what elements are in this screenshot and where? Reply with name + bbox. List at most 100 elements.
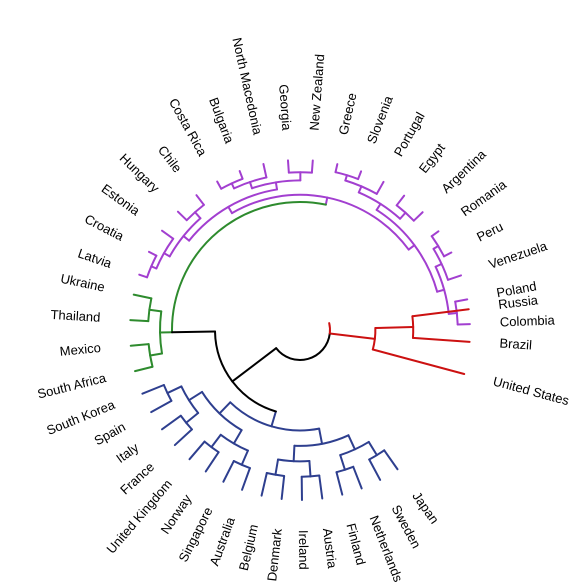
leaf-label-mexico: Mexico: [59, 340, 101, 359]
cluster-green-clade-stem: [149, 352, 163, 357]
cluster-green-leaf-branch: [129, 319, 150, 323]
cluster-red-leaf-branch: [411, 308, 470, 318]
cluster-purple-clade-arc: [188, 188, 279, 242]
cluster-purple-clade-arc: [375, 208, 439, 293]
cluster-blue-clade-stem: [232, 429, 243, 445]
cluster-purple-leaf-branch: [138, 273, 149, 279]
cluster-purple-clade-stem: [248, 181, 254, 190]
cluster-blue-clade-stem: [318, 427, 324, 445]
cluster-blue-leaf-branch: [260, 472, 268, 497]
dendrogram-branches: [129, 159, 471, 501]
leaf-label-finland: Finland: [344, 522, 369, 567]
cluster-blue-leaf-branch: [318, 474, 324, 500]
cluster-purple-leaf-branch: [161, 229, 175, 240]
leaf-label-chile: Chile: [155, 143, 185, 176]
cluster-blue-leaf-branch: [150, 399, 173, 414]
cluster-purple-clade-stem: [407, 244, 416, 251]
cluster-blue-leaf-branch: [161, 414, 182, 431]
leaf-label-japan: Japan: [409, 489, 442, 527]
leaf-label-thailand: Thailand: [50, 307, 101, 325]
cluster-purple-leaf-branch: [375, 180, 385, 195]
cluster-purple-clade-stem: [375, 202, 382, 211]
cluster-red-leaf-branch: [411, 336, 471, 343]
cluster-blue-leaf-branch: [173, 428, 193, 447]
leaf-label-hungary: Hungary: [117, 150, 163, 195]
cluster-purple-clade-stem: [357, 185, 363, 194]
cluster-purple-clade-stem: [162, 252, 171, 258]
cluster-blue-clade-stem: [292, 444, 296, 463]
cluster-purple-clade-stem: [436, 288, 446, 293]
leaf-label-australia: Australia: [207, 514, 239, 567]
cluster-blue-leaf-branch: [222, 460, 235, 483]
cluster-purple-leaf-branch: [357, 170, 363, 181]
cluster-purple-leaf-branch: [395, 194, 406, 207]
cluster-purple-leaf-branch: [446, 274, 462, 281]
leaf-label-venezuela: Venezuela: [487, 238, 550, 272]
cluster-green-leaf-branch: [134, 365, 154, 373]
cluster-blue-leaf-branch: [241, 467, 251, 491]
leaf-label-croatia: Croatia: [82, 211, 127, 244]
leaf-label-ireland: Ireland: [296, 530, 311, 570]
cluster-purple-leaf-branch: [262, 162, 268, 179]
cluster-green-leaf-branch: [129, 343, 150, 347]
cluster-purple-leaf-branch: [412, 211, 424, 222]
cluster-blue-clade-stem: [187, 390, 204, 402]
cluster-purple-leaf-branch: [454, 298, 469, 303]
leaf-label-portugal: Portugal: [391, 109, 428, 159]
cluster-blue-clade-stem: [218, 401, 232, 415]
cluster-purple-clade-stem: [227, 205, 233, 215]
leaf-label-brazil: Brazil: [499, 335, 533, 352]
cluster-red-leaf-branch: [371, 348, 466, 375]
leaf-label-estonia: Estonia: [99, 181, 144, 219]
cluster-purple-leaf-branch: [334, 163, 339, 174]
leaf-label-belgium: Belgium: [236, 523, 261, 572]
cluster-blue-leaf-branch: [188, 440, 206, 461]
leaf-label-egypt: Egypt: [416, 140, 448, 176]
leaf-label-north-macedonia: North Macedonia: [229, 36, 265, 137]
cluster-green-leaf-branch: [132, 293, 153, 300]
cluster-purple-clade-stem: [434, 262, 443, 268]
leaf-label-denmark: Denmark: [264, 527, 285, 582]
cluster-blue-clade-stem: [347, 434, 356, 451]
cluster-purple-leaf-branch: [442, 251, 453, 258]
cluster-purple-leaf-branch: [286, 159, 290, 174]
leaf-label-peru: Peru: [474, 219, 505, 245]
cluster-purple-clade-stem: [194, 211, 202, 220]
cluster-blue-leaf-branch: [352, 465, 363, 490]
cluster-purple-leaf-branch: [430, 230, 440, 238]
leaf-label-bulgaria: Bulgaria: [206, 95, 237, 146]
cluster-purple-leaf-branch: [148, 250, 158, 257]
cluster-blue-clade-stem: [308, 460, 312, 478]
leaf-label-south-africa: South Africa: [36, 370, 108, 402]
cluster-purple-clade-stem: [182, 235, 191, 242]
leaf-label-colombia: Colombia: [500, 313, 556, 330]
cluster-purple-leaf-branch: [176, 210, 188, 222]
leaf-label-slovenia: Slovenia: [364, 93, 396, 146]
cluster-blue-clade-stem: [274, 458, 280, 476]
leaf-label-new-zealand: New Zealand: [307, 54, 328, 132]
cluster-green-clade-stem: [148, 308, 163, 313]
cluster-red-clade-stem: [328, 332, 376, 340]
leaf-label-spain: Spain: [92, 419, 128, 448]
cluster-blue-clade-stem: [367, 440, 378, 457]
leaf-label-georgia: Georgia: [276, 84, 294, 132]
cluster-purple-leaf-branch: [310, 159, 314, 174]
leaf-label-united-kingdom: United Kingdom: [103, 476, 175, 556]
cluster-purple-clade-stem: [399, 211, 407, 220]
cluster-purple-leaf-branch: [195, 194, 205, 206]
trunk-root-arc: [275, 332, 331, 361]
leaf-label-united-states: United States: [492, 373, 569, 408]
leaf-label-italy: Italy: [113, 440, 142, 466]
cluster-blue-clade-stem: [240, 449, 249, 466]
cluster-red-root-arc: [328, 322, 331, 335]
cluster-blue-clade-stem: [166, 385, 183, 395]
leaf-label-russia: Russia: [497, 292, 539, 312]
cluster-blue-clade-stem: [339, 454, 346, 471]
leaf-label-poland: Poland: [495, 278, 538, 300]
cluster-blue-clade-stem: [185, 411, 200, 424]
leaf-label-latvia: Latvia: [76, 245, 114, 271]
cluster-blue-leaf-branch: [204, 451, 220, 473]
leaf-label-argentina: Argentina: [438, 146, 489, 196]
